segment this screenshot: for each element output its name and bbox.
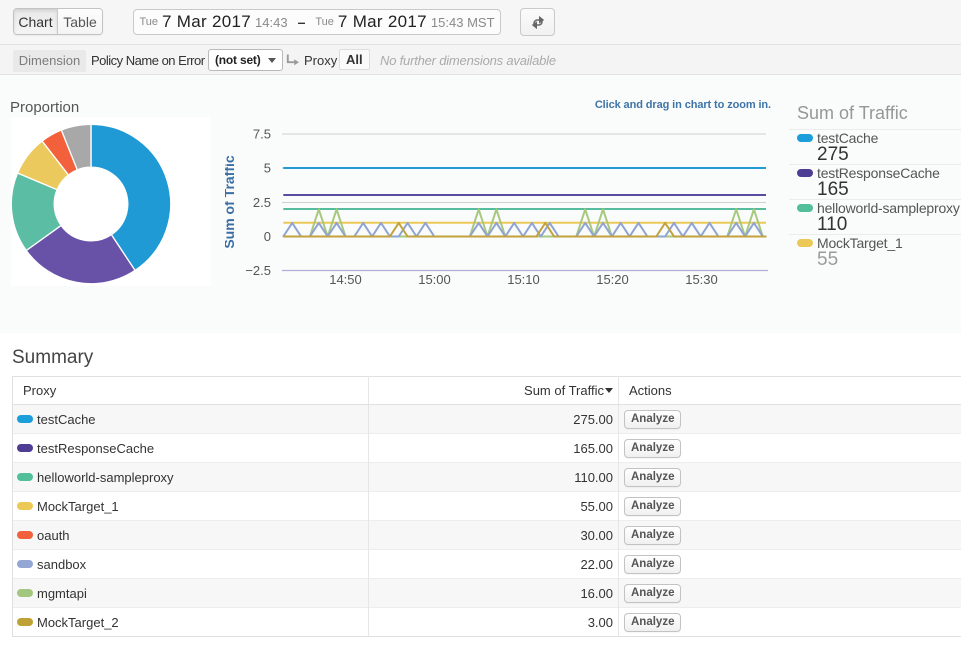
svg-text:14:50: 14:50: [329, 272, 362, 287]
svg-text:0: 0: [264, 229, 271, 244]
svg-text:Sum of Traffic: Sum of Traffic: [225, 155, 237, 249]
svg-text:2.5: 2.5: [253, 195, 271, 210]
svg-text:15:30: 15:30: [685, 272, 718, 287]
svg-text:−2.5: −2.5: [245, 263, 271, 278]
svg-text:5: 5: [264, 161, 271, 176]
svg-text:7.5: 7.5: [253, 127, 271, 142]
svg-text:15:00: 15:00: [418, 272, 451, 287]
svg-text:15:10: 15:10: [507, 272, 540, 287]
svg-text:15:20: 15:20: [596, 272, 629, 287]
